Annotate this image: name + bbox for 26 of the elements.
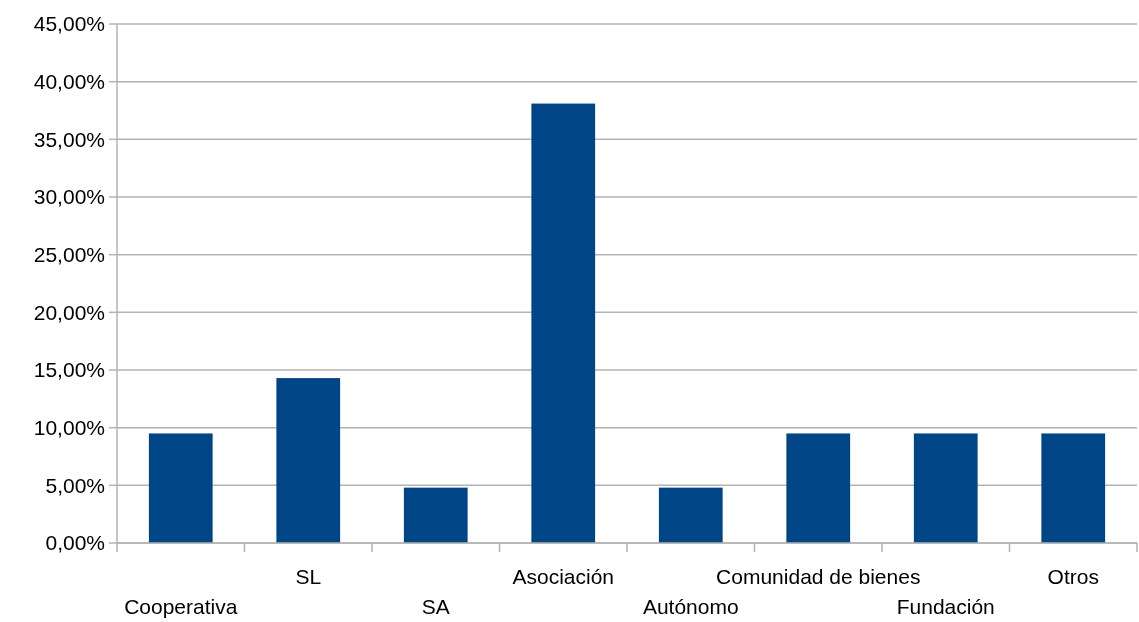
bar: [658, 487, 723, 543]
x-tick-label: SA: [421, 595, 450, 619]
y-tick-label: 45,00%: [33, 12, 105, 36]
x-tick-label: Autónomo: [642, 595, 739, 619]
x-tick-label: Fundación: [896, 595, 995, 619]
x-tick-label: SL: [295, 565, 322, 589]
y-tick-label: 20,00%: [33, 300, 105, 324]
x-tick-label: Otros: [1047, 565, 1099, 589]
x-tick-label: Cooperativa: [124, 595, 238, 619]
bar: [148, 433, 213, 543]
y-tick-label: 35,00%: [33, 127, 105, 151]
x-tick-label: Comunidad de bienes: [716, 565, 921, 589]
y-tick-label: 15,00%: [33, 358, 105, 382]
bar: [276, 378, 341, 543]
bar: [913, 433, 978, 543]
bar: [786, 433, 851, 543]
bar: [531, 103, 596, 543]
bar: [1041, 433, 1106, 543]
bar: [403, 487, 468, 543]
y-tick-label: 10,00%: [33, 416, 105, 440]
y-tick-label: 25,00%: [33, 243, 105, 267]
x-tick-label: Asociación: [512, 565, 615, 589]
y-tick-label: 5,00%: [45, 473, 105, 497]
y-tick-label: 30,00%: [33, 185, 105, 209]
y-tick-label: 40,00%: [33, 70, 105, 94]
y-tick-label: 0,00%: [45, 531, 105, 555]
